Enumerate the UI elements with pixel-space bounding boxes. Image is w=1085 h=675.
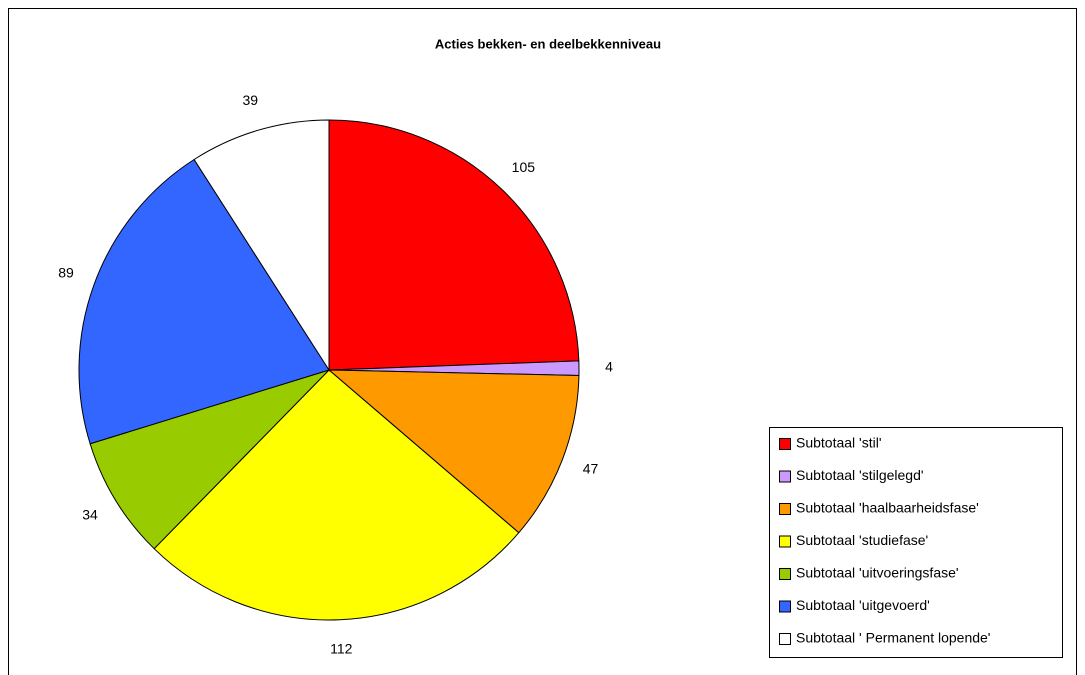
legend-swatch	[779, 600, 791, 613]
pie-slice	[153, 369, 520, 621]
legend-label: Subtotaal 'haalbaarheidsfase'	[796, 500, 979, 516]
pie-slice	[89, 369, 330, 550]
data-label: 89	[58, 265, 74, 281]
pie-slice	[327, 369, 580, 534]
legend-label: Subtotaal 'uitvoeringsfase'	[796, 565, 959, 581]
legend-label: Subtotaal 'stilgelegd'	[796, 467, 924, 483]
legend-swatch	[779, 470, 791, 483]
legend-swatch	[779, 568, 791, 580]
data-label: 39	[243, 92, 259, 108]
legend-label: Subtotaal 'stil'	[796, 435, 882, 451]
legend-swatch	[779, 633, 791, 645]
data-label: 105	[512, 159, 536, 175]
pie-slice	[193, 119, 330, 372]
data-label: 47	[583, 461, 599, 477]
legend-swatch	[779, 503, 791, 515]
legend-label: Subtotaal ' Permanent lopende'	[796, 630, 990, 646]
legend-swatch	[779, 438, 791, 450]
pie-slice	[328, 119, 580, 371]
data-label: 112	[330, 640, 353, 656]
pie-slice	[78, 158, 330, 445]
legend-box	[769, 427, 1063, 658]
legend-label: Subtotaal 'uitgevoerd'	[796, 597, 930, 613]
data-label: 34	[82, 507, 98, 523]
chart-title: Acties bekken- en deelbekkenniveau	[435, 36, 661, 51]
data-label: 4	[605, 359, 613, 375]
legend-label: Subtotaal 'studiefase'	[796, 532, 928, 548]
legend-swatch	[779, 535, 791, 548]
